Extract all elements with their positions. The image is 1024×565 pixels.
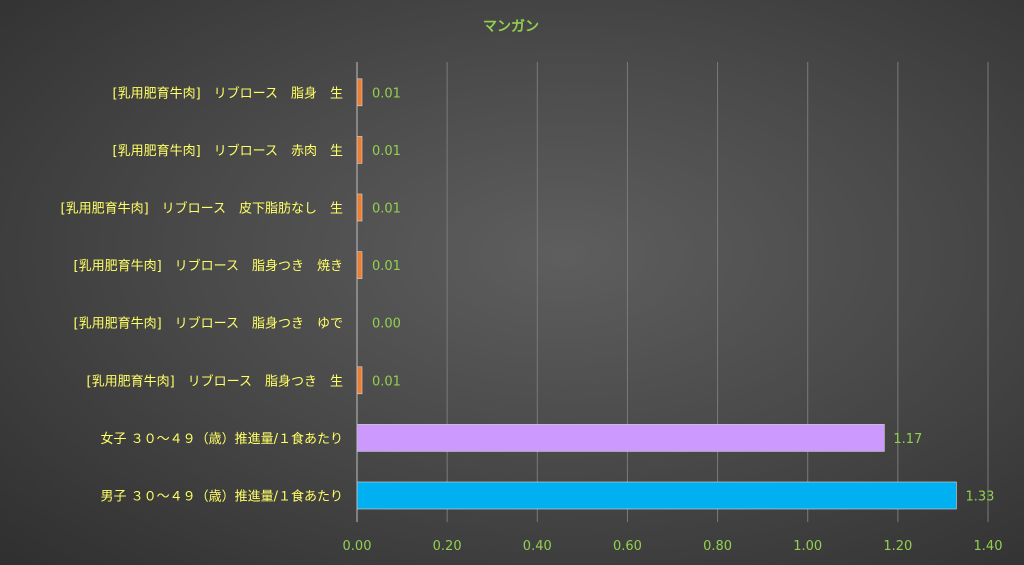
chart-title: マンガン (483, 19, 539, 35)
value-label: 1.33 (965, 490, 994, 505)
category-label: [乳用肥育牛肉] リブロース 皮下脂肪なし 生 (61, 201, 344, 217)
value-label: 0.00 (372, 317, 401, 332)
x-tick-label: 0.20 (433, 539, 462, 554)
bar (356, 481, 957, 510)
value-label: 0.01 (372, 144, 401, 159)
bar (356, 251, 363, 279)
value-label: 0.01 (372, 86, 401, 101)
bar (356, 78, 363, 107)
category-label: 女子 ３０～４９（歳）推進量/１食あたり (100, 431, 343, 447)
x-tick-label: 1.20 (883, 539, 912, 554)
gridlines (446, 62, 989, 522)
value-label: 0.01 (372, 259, 401, 274)
bar (356, 366, 363, 395)
x-tick-label: 0.80 (703, 539, 732, 554)
x-tick-label: 1.40 (974, 539, 1003, 554)
category-label: [乳用肥育牛肉] リブロース 脂身つき ゆで (74, 316, 344, 332)
value-label: 0.01 (372, 202, 401, 217)
labels: 0.00 0.20 0.40 0.60 0.80 1.00 1.20 1.40 [乳用肥育牛肉]… (61, 85, 1003, 554)
category-label: [乳用肥育牛肉] リブロース 赤肉 生 (113, 143, 344, 159)
x-tick-label: 0.60 (613, 539, 642, 554)
x-tick-label: 0.00 (343, 539, 372, 554)
category-label: [乳用肥育牛肉] リブロース 脂身 生 (113, 85, 344, 101)
category-label: 男子 ３０～４９（歳）推進量/１食あたり (100, 489, 343, 505)
x-tick-label: 1.00 (793, 539, 822, 554)
x-tick-label: 0.40 (523, 539, 552, 554)
category-label: [乳用肥育牛肉] リブロース 脂身つき 生 (87, 373, 344, 389)
value-label: 0.01 (372, 374, 401, 389)
value-label: 1.17 (893, 432, 922, 447)
category-label: [乳用肥育牛肉] リブロース 脂身つき 焼き (74, 258, 344, 274)
bar (356, 424, 885, 452)
bar (356, 136, 363, 164)
bar (356, 193, 363, 222)
